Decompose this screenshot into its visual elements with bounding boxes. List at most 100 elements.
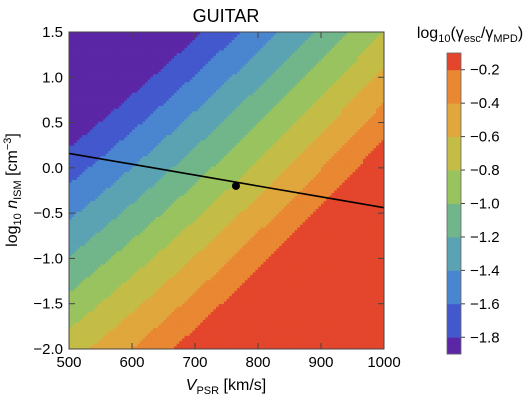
- contour-cell: [79, 285, 83, 289]
- contour-cell: [113, 32, 117, 36]
- contour-cell: [90, 187, 94, 192]
- contour-cell: [155, 129, 159, 133]
- contour-cell: [82, 293, 86, 297]
- contour-cell: [132, 256, 136, 260]
- contour-cell: [74, 76, 78, 81]
- contour-cell: [90, 45, 94, 49]
- contour-cell: [90, 312, 94, 316]
- contour-cell: [100, 142, 104, 147]
- contour-cell: [108, 230, 112, 234]
- contour-cell: [92, 74, 96, 78]
- contour-cell: [160, 235, 165, 239]
- contour-cell: [69, 116, 73, 120]
- contour-cell: [139, 325, 144, 329]
- contour-cell: [108, 185, 112, 189]
- contour-cell: [176, 47, 180, 52]
- contour-cell: [100, 227, 104, 231]
- contour-cell: [126, 222, 130, 226]
- contour-cell: [145, 174, 149, 178]
- contour-cell: [160, 230, 165, 234]
- contour-cell: [137, 272, 141, 276]
- contour-cell: [171, 317, 175, 321]
- contour-cell: [82, 214, 86, 218]
- contour-cell: [118, 68, 123, 73]
- contour-cell: [160, 74, 165, 78]
- contour-cell: [158, 219, 162, 223]
- contour-cell: [97, 208, 102, 213]
- contour-cell: [126, 232, 130, 237]
- contour-cell: [132, 71, 136, 75]
- contour-cell: [139, 251, 144, 255]
- contour-cell: [92, 317, 96, 321]
- contour-cell: [87, 172, 91, 176]
- contour-cell: [95, 317, 99, 321]
- contour-cell: [150, 37, 154, 41]
- contour-cell: [118, 164, 123, 168]
- contour-cell: [87, 74, 91, 78]
- contour-cell: [90, 150, 94, 155]
- contour-cell: [155, 63, 159, 67]
- contour-cell: [150, 319, 154, 324]
- contour-cell: [87, 174, 91, 178]
- contour-cell: [166, 129, 170, 133]
- contour-cell: [132, 37, 136, 41]
- contour-cell: [171, 116, 175, 120]
- contour-cell: [160, 275, 165, 279]
- contour-cell: [171, 100, 175, 104]
- contour-cell: [132, 119, 136, 123]
- contour-cell: [118, 327, 123, 332]
- contour-cell: [139, 142, 144, 147]
- contour-cell: [168, 87, 172, 91]
- contour-cell: [71, 309, 75, 313]
- contour-cell: [121, 195, 125, 200]
- contour-cell: [97, 103, 102, 107]
- contour-cell: [79, 253, 83, 258]
- contour-cell: [176, 55, 180, 60]
- contour-cell: [124, 288, 128, 292]
- contour-cell: [153, 201, 157, 205]
- contour-cell: [87, 55, 91, 60]
- contour-cell: [174, 269, 178, 273]
- contour-cell: [100, 232, 104, 237]
- contour-cell: [174, 61, 178, 65]
- contour-cell: [82, 248, 86, 252]
- contour-cell: [142, 79, 146, 83]
- contour-cell: [90, 198, 94, 202]
- contour-cell: [137, 264, 141, 268]
- contour-cell: [118, 195, 123, 200]
- contour-cell: [147, 108, 151, 112]
- contour-cell: [87, 87, 91, 91]
- contour-cell: [113, 98, 117, 102]
- contour-cell: [108, 280, 112, 284]
- contour-cell: [82, 55, 86, 60]
- contour-cell: [121, 129, 125, 133]
- contour-cell: [176, 161, 180, 165]
- contour-cell: [84, 338, 88, 342]
- contour-cell: [71, 346, 75, 349]
- contour-cell: [132, 240, 136, 244]
- contour-cell: [90, 124, 94, 128]
- contour-cell: [124, 208, 128, 213]
- contour-cell: [97, 201, 102, 205]
- contour-cell: [100, 277, 104, 281]
- contour-cell: [124, 293, 128, 297]
- contour-cell: [176, 156, 180, 160]
- contour-cell: [158, 240, 162, 244]
- contour-cell: [150, 98, 154, 102]
- contour-cell: [163, 312, 167, 316]
- contour-cell: [153, 174, 157, 178]
- contour-cell: [153, 346, 157, 349]
- contour-cell: [82, 47, 86, 52]
- contour-cell: [116, 330, 120, 334]
- contour-cell: [171, 312, 175, 316]
- contour-cell: [158, 227, 162, 231]
- contour-cell: [113, 190, 117, 194]
- contour-cell: [79, 50, 83, 54]
- contour-cell: [139, 58, 144, 62]
- contour-cell: [153, 100, 157, 104]
- contour-cell: [153, 105, 157, 110]
- contour-cell: [174, 161, 178, 165]
- contour-cell: [163, 211, 167, 215]
- contour-cell: [95, 45, 99, 49]
- contour-cell: [160, 251, 165, 255]
